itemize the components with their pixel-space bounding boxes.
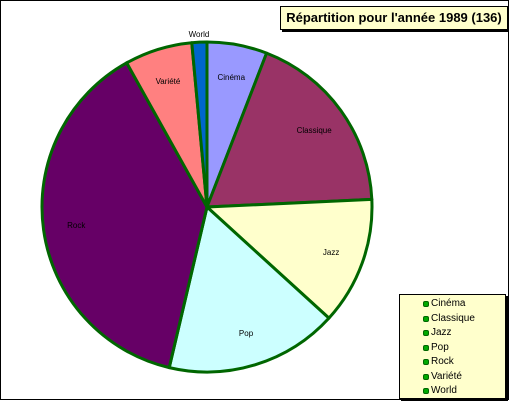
legend-label: Pop	[431, 341, 449, 353]
pie-slice-jazz	[205, 197, 374, 320]
legend-label: Classique	[431, 312, 475, 324]
legend-swatch	[423, 344, 429, 351]
legend-swatch	[423, 330, 429, 336]
pie-slice-world	[190, 40, 209, 209]
legend-swatch	[423, 388, 429, 394]
legend-swatch	[423, 301, 429, 307]
legend-label: Rock	[431, 356, 454, 367]
chart-title: Répartition pour l'année 1989 (136)	[280, 6, 508, 30]
slice-label-classique: Classique	[297, 126, 333, 135]
legend-label: Jazz	[431, 327, 452, 338]
legend-label: Variété	[431, 370, 462, 382]
pie-slice-classique	[205, 51, 374, 209]
slice-label-cinéma: Cinéma	[217, 73, 245, 82]
pie-slice-rock	[40, 61, 209, 370]
slice-label-jazz: Jazz	[323, 248, 339, 257]
legend-swatch	[423, 359, 429, 365]
slice-label-pop: Pop	[239, 329, 254, 338]
legend-label: World	[431, 385, 457, 396]
legend-swatch	[423, 373, 429, 380]
legend-swatch	[423, 315, 429, 322]
legend-label: Cinéma	[431, 298, 466, 309]
slice-label-rock: Rock	[67, 221, 86, 230]
slice-label-world: World	[189, 30, 210, 39]
legend: Cinéma Classique Jazz Pop Rock Variété World	[399, 294, 506, 399]
slice-label-variété: Variété	[156, 77, 181, 86]
pie-slice-pop	[167, 205, 331, 374]
